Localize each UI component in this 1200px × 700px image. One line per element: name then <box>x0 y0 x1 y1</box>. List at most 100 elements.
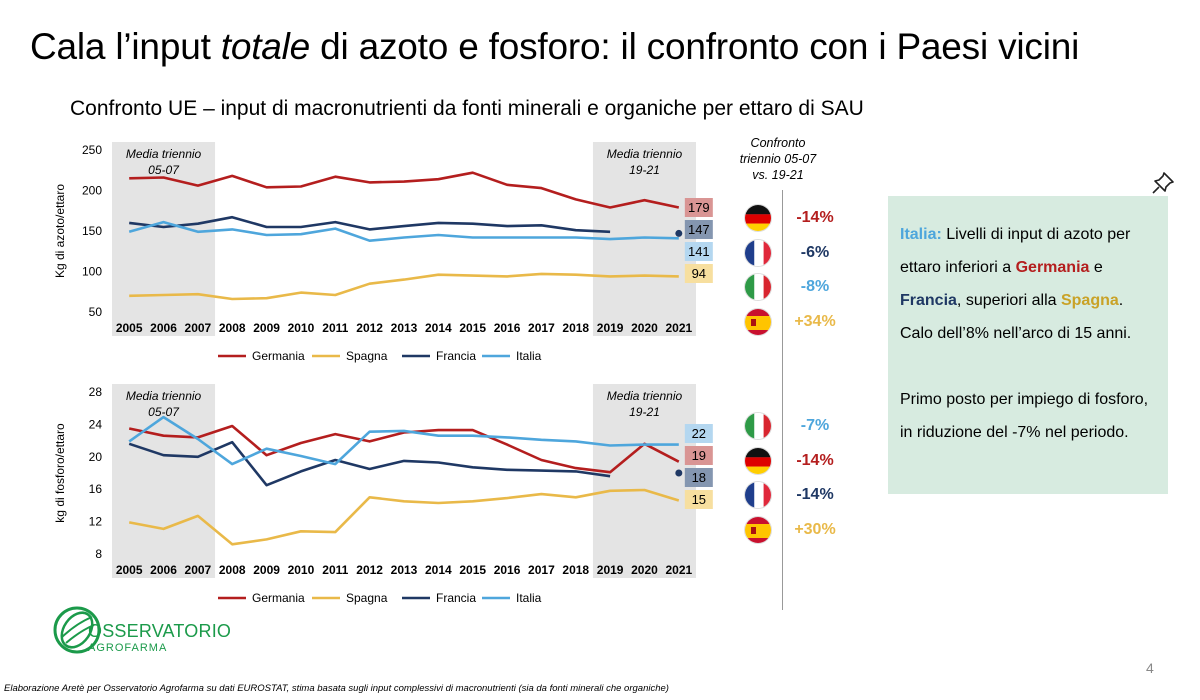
title-italic: totale <box>220 26 311 67</box>
y-tick-8: 8 <box>95 547 102 561</box>
x-tick-2012: 2012 <box>356 563 383 577</box>
x-tick-2007: 2007 <box>185 321 212 335</box>
x-tick-2007: 2007 <box>185 563 212 577</box>
x-tick-2021: 2021 <box>665 321 692 335</box>
logo-emblem-icon <box>53 606 101 654</box>
spain-flag-icon <box>744 307 772 336</box>
pushpin-icon <box>1152 172 1174 194</box>
info-text-d: . Calo dell’8% nell’arco di 15 anni. <box>900 292 1132 342</box>
info-paragraph-2: Primo posto per impiego di fosforo, in r… <box>900 391 1149 441</box>
end-label-box-francia <box>684 468 713 487</box>
x-tick-2015: 2015 <box>459 321 486 335</box>
logo-line2: AGROFARMA <box>88 642 168 654</box>
germany-flag-icon <box>744 204 772 232</box>
y-tick-16: 16 <box>89 482 103 496</box>
shaded-period-1 <box>592 384 696 578</box>
end-label-box-spagna <box>684 264 713 283</box>
france-flag-icon <box>744 238 772 267</box>
x-tick-2019: 2019 <box>597 563 624 577</box>
x-tick-2006: 2006 <box>150 563 177 577</box>
spain-flag-icon <box>744 515 772 544</box>
end-label-box-germania <box>684 446 713 465</box>
legend-label-germania: Germania <box>252 349 305 363</box>
end-label-germania: 179 <box>688 200 710 215</box>
shaded-period-label-0-line1: Media triennio <box>126 389 202 403</box>
y-tick-150: 150 <box>82 224 102 238</box>
comparison-header-line2: triennio 05-07 <box>739 152 817 166</box>
page-title: Cala l’input totale di azoto e fosforo: … <box>30 26 1079 68</box>
series-line-francia <box>129 215 611 234</box>
x-tick-2008: 2008 <box>219 563 246 577</box>
end-label-box-germania <box>684 198 713 217</box>
nitrogen-change-italia: -8% <box>800 278 830 295</box>
title-part1: Cala l’input <box>30 26 221 67</box>
series-line-francia <box>128 440 611 487</box>
x-tick-2010: 2010 <box>288 563 315 577</box>
x-tick-2011: 2011 <box>322 563 348 577</box>
shaded-period-label-0-line1: Media triennio <box>126 147 202 161</box>
y-tick-50: 50 <box>89 305 103 319</box>
info-paragraph-1: Italia: Livelli di input di azoto per et… <box>900 218 1158 350</box>
phosphorus-change-spagna: +30% <box>794 520 836 538</box>
x-tick-2012: 2012 <box>356 321 383 335</box>
x-tick-2021: 2021 <box>665 563 692 577</box>
x-tick-2020: 2020 <box>631 563 658 577</box>
x-tick-2020: 2020 <box>631 321 658 335</box>
y-tick-200: 200 <box>82 184 102 198</box>
end-label-box-italia <box>684 242 713 261</box>
shaded-period-label-1-line2: 19-21 <box>629 163 660 177</box>
series-line-italia <box>128 415 679 466</box>
x-tick-2005: 2005 <box>116 321 143 335</box>
y-axis-label: Kg di azoto/ettaro <box>53 184 67 278</box>
end-label-box-italia <box>684 424 713 443</box>
x-tick-2015: 2015 <box>459 563 486 577</box>
shaded-period-label-0-line2: 05-07 <box>148 163 180 177</box>
x-tick-2013: 2013 <box>391 321 418 335</box>
x-tick-2017: 2017 <box>528 321 555 335</box>
shaded-period-label-0-line2: 05-07 <box>148 405 180 419</box>
y-tick-100: 100 <box>82 265 102 279</box>
shaded-period-label-1-line1: Media triennio <box>607 147 683 161</box>
x-tick-2018: 2018 <box>562 563 589 577</box>
series-line-germania <box>128 424 680 474</box>
info-italia: Italia: <box>900 226 942 243</box>
info-box: Italia: Livelli di input di azoto per et… <box>888 196 1168 494</box>
legend-label-spagna: Spagna <box>346 349 388 363</box>
info-spagna: Spagna <box>1060 292 1119 309</box>
end-label-germania: 19 <box>692 448 706 463</box>
x-tick-2009: 2009 <box>253 563 280 577</box>
x-tick-2014: 2014 <box>425 321 452 335</box>
y-tick-20: 20 <box>89 450 103 464</box>
nitrogen-change-francia: -6% <box>800 243 830 261</box>
y-axis-label: kg di fosforo/ettaro <box>53 423 67 523</box>
x-tick-2013: 2013 <box>391 563 418 577</box>
nitrogen-chart: Media triennio 05-07 Media triennio 19-21 50… <box>53 142 713 363</box>
x-tick-2009: 2009 <box>253 321 280 335</box>
info-text-c: , superiori alla <box>956 292 1061 309</box>
legend-label-francia: Francia <box>436 591 476 605</box>
comparison-divider <box>782 190 783 610</box>
end-label-box-spagna <box>684 490 713 509</box>
end-label-francia: 18 <box>692 470 706 485</box>
info-text-a: Livelli di input di azoto per ettaro inf… <box>900 226 1131 276</box>
info-francia: Francia <box>900 292 957 309</box>
title-part2: di azoto e fosforo: il confronto con i P… <box>310 26 1080 67</box>
nitrogen-change-germania: -14% <box>796 209 834 226</box>
page-number: 4 <box>1146 660 1154 676</box>
comparison-header: Confronto triennio 05-07 vs. 19-21 <box>728 135 828 183</box>
series-line-spagna <box>128 488 680 546</box>
x-tick-2014: 2014 <box>425 563 452 577</box>
germany-flag-icon <box>744 446 772 475</box>
end-label-italia: 22 <box>692 426 706 441</box>
x-tick-2017: 2017 <box>528 563 555 577</box>
x-tick-2019: 2019 <box>597 321 624 335</box>
x-tick-2005: 2005 <box>116 563 143 577</box>
footnote: Elaborazione Aretè per Osservatorio Agro… <box>4 683 669 694</box>
x-tick-2006: 2006 <box>150 321 177 335</box>
x-tick-2008: 2008 <box>219 321 246 335</box>
info-germania: Germania <box>1015 259 1090 276</box>
end-label-italia: 141 <box>688 244 710 259</box>
end-label-spagna: 15 <box>692 492 706 507</box>
shaded-period-label-1-line2: 19-21 <box>629 405 660 419</box>
series-line-spagna <box>129 272 679 301</box>
